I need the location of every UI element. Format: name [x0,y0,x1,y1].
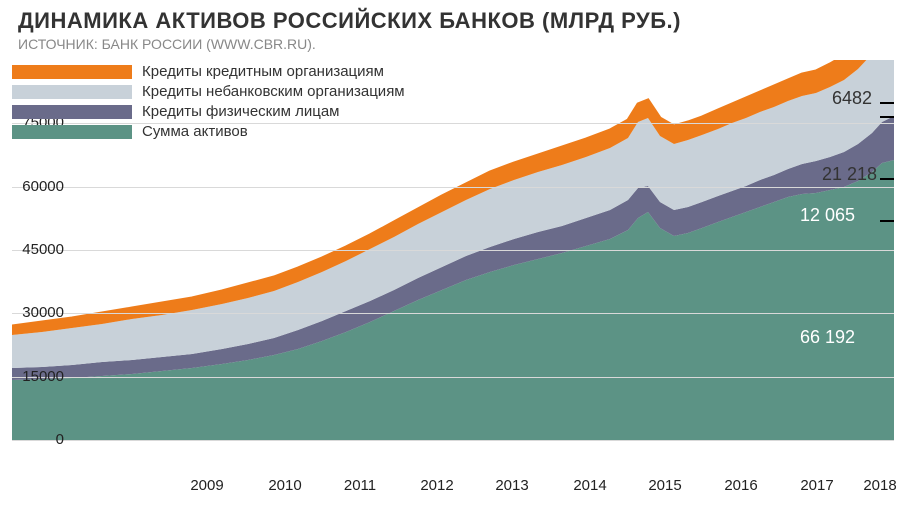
x-axis-label: 2013 [495,477,528,494]
y-axis-label: 15000 [4,368,64,385]
legend-item: Кредиты небанковским организациям [132,82,405,102]
legend-swatch [12,125,132,139]
x-axis-label: 2012 [420,477,453,494]
end-value-label: 66 192 [800,327,855,348]
legend-item: Сумма активов [132,122,405,142]
x-axis-label: 2018 [863,477,896,494]
y-axis-label: 45000 [4,241,64,258]
right-tick [880,116,894,118]
end-value-label: 6482 [832,88,872,109]
legend-label: Кредиты небанковским организациям [142,82,405,102]
right-tick [880,102,894,104]
gridline [12,250,894,251]
y-axis-label: 0 [4,431,64,448]
x-axis-label: 2016 [724,477,757,494]
right-tick [880,178,894,180]
right-tick [880,220,894,222]
x-axis-label: 2015 [648,477,681,494]
chart-source: ИСТОЧНИК: БАНК РОССИИ (WWW.CBR.RU). [18,36,906,52]
legend-swatch [12,65,132,79]
legend-label: Сумма активов [142,122,248,142]
legend-label: Кредиты физическим лицам [142,102,339,122]
gridline [12,313,894,314]
chart-title: ДИНАМИКА АКТИВОВ РОССИЙСКИХ БАНКОВ (МЛРД… [18,8,906,34]
legend-item: Кредиты физическим лицам [132,102,405,122]
gridline [12,440,894,441]
y-axis-label: 60000 [4,178,64,195]
x-axis-label: 2010 [268,477,301,494]
x-axis-label: 2017 [800,477,833,494]
x-axis-label: 2014 [573,477,606,494]
legend: Кредиты кредитным организациямКредиты не… [132,62,405,142]
end-value-label: 21 218 [822,164,877,185]
legend-item: Кредиты кредитным организациям [132,62,405,82]
x-axis-label: 2011 [344,477,376,494]
end-value-label: 12 065 [800,205,855,226]
x-axis-label: 2009 [190,477,223,494]
y-axis-label: 30000 [4,304,64,321]
legend-swatch [12,105,132,119]
legend-label: Кредиты кредитным организациям [142,62,384,82]
gridline [12,187,894,188]
legend-swatch [12,85,132,99]
gridline [12,377,894,378]
